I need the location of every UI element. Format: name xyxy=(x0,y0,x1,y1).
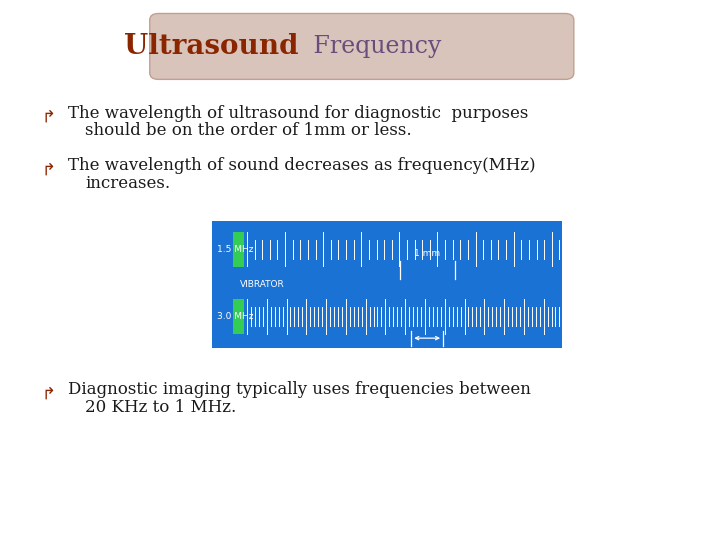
FancyBboxPatch shape xyxy=(150,14,574,79)
Text: The wavelength of ultrasound for diagnostic  purposes: The wavelength of ultrasound for diagnos… xyxy=(68,105,528,122)
Text: Frequency: Frequency xyxy=(306,35,441,58)
Text: Ultrasound: Ultrasound xyxy=(125,33,299,60)
Text: 0.5 mm: 0.5 mm xyxy=(410,351,444,360)
Text: 1 mm: 1 mm xyxy=(414,249,440,258)
Text: VIBRATOR: VIBRATOR xyxy=(240,280,284,289)
Bar xyxy=(233,232,244,267)
Text: ↲: ↲ xyxy=(37,381,52,399)
Text: should be on the order of 1mm or less.: should be on the order of 1mm or less. xyxy=(85,122,412,139)
Text: increases.: increases. xyxy=(85,175,170,192)
Text: Diagnostic imaging typically uses frequencies between: Diagnostic imaging typically uses freque… xyxy=(68,381,531,399)
Text: 3.0 MHz: 3.0 MHz xyxy=(217,312,253,321)
Text: ↲: ↲ xyxy=(37,157,52,175)
Text: 20 KHz to 1 MHz.: 20 KHz to 1 MHz. xyxy=(85,399,236,416)
Bar xyxy=(233,299,244,334)
Bar xyxy=(212,221,562,348)
Text: The wavelength of sound decreases as frequency(MHz): The wavelength of sound decreases as fre… xyxy=(68,157,536,174)
Text: 1.5 MHz: 1.5 MHz xyxy=(217,245,253,254)
Text: ↲: ↲ xyxy=(37,104,52,123)
